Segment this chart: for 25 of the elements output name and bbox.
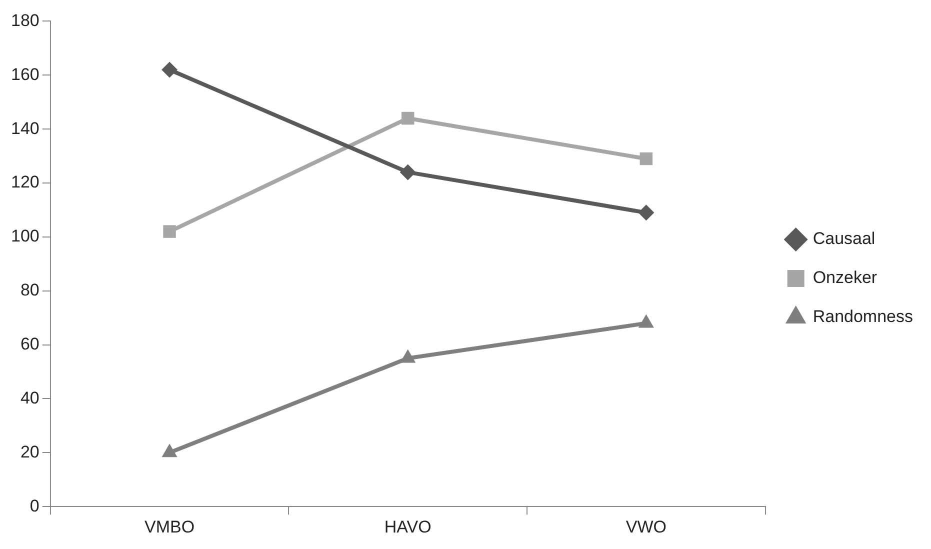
- y-tick-label: 140: [10, 118, 40, 138]
- y-tick-label: 0: [30, 496, 40, 516]
- legend-label: Randomness: [812, 307, 914, 326]
- point: [162, 62, 178, 78]
- point: [638, 314, 654, 328]
- y-tick-label: 160: [10, 64, 40, 84]
- x-tick-label: HAVO: [384, 517, 432, 536]
- x-tick-label: VMBO: [144, 517, 195, 536]
- legend-label: Causaal: [812, 229, 876, 248]
- point: [162, 444, 178, 458]
- legend-label: Onzeker: [812, 268, 878, 288]
- y-tick-label: 20: [20, 442, 40, 462]
- point: [640, 152, 653, 166]
- point: [638, 204, 654, 221]
- y-tick-label: 120: [10, 172, 40, 192]
- point: [400, 164, 416, 180]
- point: [400, 349, 416, 363]
- x-tick-label: VWO: [626, 517, 666, 536]
- point: [163, 225, 176, 238]
- y-tick-label: 180: [10, 10, 40, 30]
- point: [401, 112, 414, 125]
- y-tick-label: 40: [20, 388, 40, 408]
- y-tick-label: 60: [20, 334, 40, 354]
- y-tick-label: 100: [10, 226, 40, 246]
- y-tick-label: 80: [20, 280, 40, 300]
